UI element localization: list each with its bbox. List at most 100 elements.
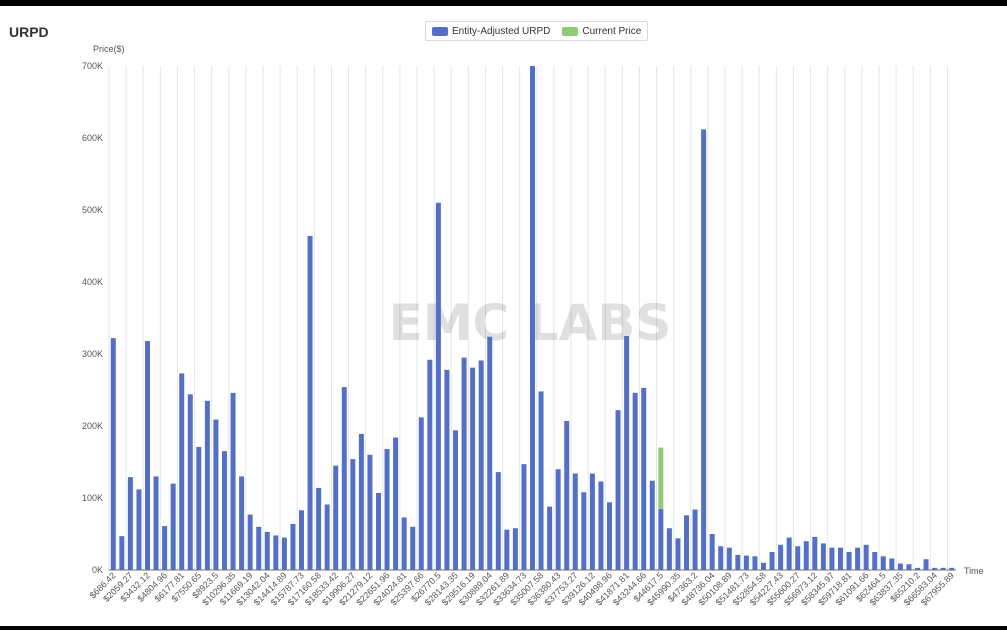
bar-urpd xyxy=(350,459,356,570)
bar-urpd xyxy=(504,529,510,570)
bar-urpd xyxy=(299,510,304,570)
bar-urpd xyxy=(709,534,715,570)
bar-urpd xyxy=(666,528,672,570)
bar-urpd xyxy=(803,541,809,570)
bar-urpd xyxy=(812,536,818,570)
bar-urpd xyxy=(324,504,330,570)
bar-urpd xyxy=(478,360,484,570)
bar-urpd xyxy=(222,451,227,570)
bar-urpd xyxy=(752,556,758,570)
bar-urpd xyxy=(461,357,467,570)
bar-urpd xyxy=(598,481,604,570)
bar-urpd xyxy=(410,526,416,570)
bar-urpd xyxy=(632,392,638,570)
y-tick-label: 600K xyxy=(82,133,103,143)
legend-label-current-price: Current Price xyxy=(582,25,642,37)
bar-urpd xyxy=(949,567,955,570)
bar-urpd xyxy=(778,544,784,570)
bar-urpd xyxy=(521,464,527,570)
y-tick-label: 100K xyxy=(82,493,103,503)
bar-urpd xyxy=(487,336,493,570)
bar-urpd xyxy=(401,517,407,570)
bar-urpd xyxy=(136,489,142,570)
bar-urpd xyxy=(649,480,655,570)
bar-urpd xyxy=(658,508,664,570)
bar-urpd xyxy=(829,547,835,570)
bar-urpd xyxy=(453,430,458,570)
bar-urpd xyxy=(358,433,364,570)
bar-urpd xyxy=(880,556,886,570)
bar-urpd xyxy=(915,567,920,570)
bar-urpd xyxy=(538,391,544,570)
bar-urpd xyxy=(247,514,253,570)
bar-urpd xyxy=(230,392,236,570)
chart-legend: Entity-Adjusted URPD Current Price xyxy=(425,21,649,41)
bar-urpd xyxy=(444,369,450,570)
bar-urpd xyxy=(889,558,895,570)
bar-urpd xyxy=(743,555,749,570)
bar-urpd xyxy=(119,536,125,570)
bar-urpd xyxy=(615,410,621,570)
bar-urpd xyxy=(470,367,476,570)
bar-urpd xyxy=(855,547,861,570)
bar-urpd xyxy=(418,417,424,570)
bar-urpd xyxy=(264,531,270,570)
bar-urpd xyxy=(555,469,561,570)
bar-urpd xyxy=(290,523,296,570)
bar-current-price xyxy=(658,447,664,509)
y-tick-label: 500K xyxy=(82,205,103,215)
bar-urpd xyxy=(923,559,929,570)
bar-urpd xyxy=(110,338,116,570)
bar-urpd xyxy=(547,506,553,570)
bar-urpd xyxy=(256,526,262,570)
bar-urpd xyxy=(367,454,373,570)
y-tick-label: 400K xyxy=(82,277,103,287)
legend-item-urpd[interactable]: Entity-Adjusted URPD xyxy=(432,26,550,37)
bar-urpd xyxy=(384,449,390,570)
bar-urpd xyxy=(795,546,801,570)
bar-urpd xyxy=(239,476,245,570)
bar-urpd xyxy=(564,420,570,570)
bar-urpd xyxy=(196,446,202,570)
bar-urpd xyxy=(393,437,399,570)
top-frame-border xyxy=(0,0,1007,6)
bar-urpd xyxy=(932,567,938,570)
bar-urpd xyxy=(341,387,347,570)
y-axis-title: Price($) xyxy=(93,44,125,54)
y-tick-label: 0K xyxy=(92,565,103,575)
bar-urpd xyxy=(170,483,176,570)
bar-urpd xyxy=(187,394,193,570)
bar-urpd xyxy=(162,526,168,570)
y-tick-label: 700K xyxy=(82,61,103,71)
bar-urpd xyxy=(333,465,339,570)
bar-urpd xyxy=(427,359,433,570)
bar-urpd xyxy=(273,535,279,570)
y-tick-label: 200K xyxy=(82,421,103,431)
bar-urpd xyxy=(127,477,133,570)
bar-urpd xyxy=(316,487,322,570)
legend-label-urpd: Entity-Adjusted URPD xyxy=(452,25,551,37)
bar-urpd xyxy=(906,564,912,570)
bar-urpd xyxy=(940,567,946,570)
bar-urpd xyxy=(512,528,518,570)
bar-urpd xyxy=(281,537,287,570)
y-tick-label: 300K xyxy=(82,349,103,359)
bar-urpd xyxy=(726,547,732,570)
bar-urpd xyxy=(675,538,681,570)
bar-urpd xyxy=(786,537,792,570)
x-axis-title: Time xyxy=(964,566,984,576)
bar-urpd xyxy=(435,202,441,571)
bar-urpd xyxy=(820,543,826,570)
bar-urpd xyxy=(376,492,381,570)
bar-urpd xyxy=(581,492,587,570)
bar-urpd xyxy=(495,472,501,570)
bottom-frame-border xyxy=(0,626,1007,630)
bar-urpd xyxy=(624,336,630,570)
bar-urpd xyxy=(701,129,707,571)
bar-urpd xyxy=(530,66,535,570)
bar-urpd xyxy=(145,341,150,570)
bar-urpd xyxy=(769,552,775,570)
bar-urpd xyxy=(692,509,698,570)
legend-item-current-price[interactable]: Current Price xyxy=(562,26,641,37)
